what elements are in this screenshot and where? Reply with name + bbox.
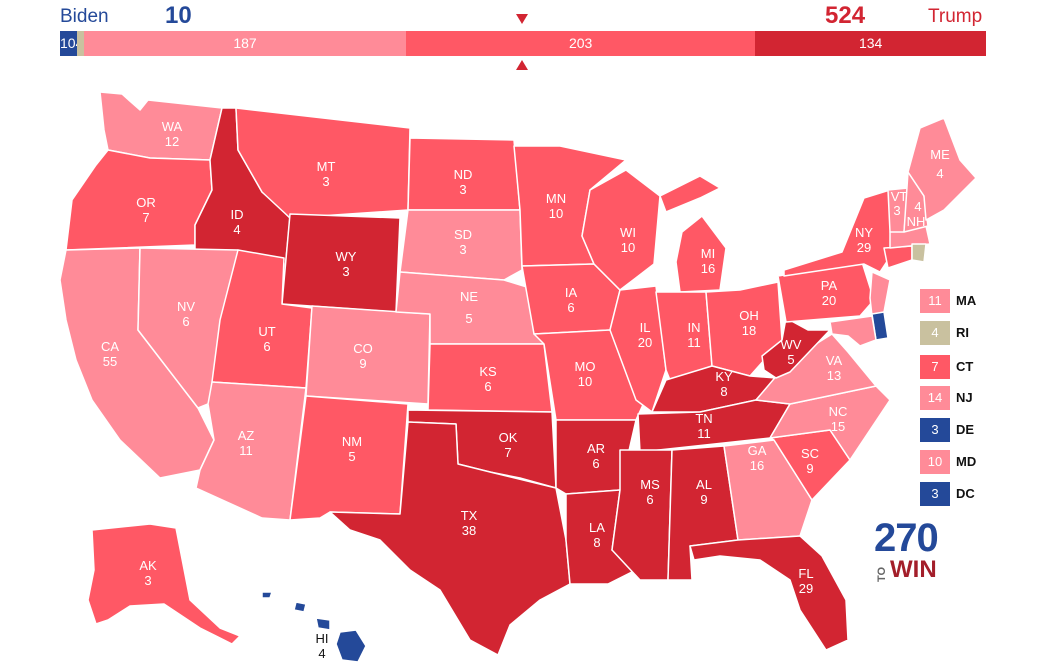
state-NJ[interactable] (869, 271, 891, 317)
label-AZ: AZ 11 (238, 428, 255, 458)
dem-candidate-name: Biden (60, 6, 109, 27)
gop-candidate-name: Trump (928, 6, 983, 27)
logo-number: 270 (874, 516, 939, 560)
small-state-name: MA (956, 293, 977, 308)
label-TX: TX 38 (461, 508, 478, 538)
state-labels: WA 12 OR 7 CA 55 ID 4 NV 6 MT 3 WY 3 UT 6 AZ 11 C… (101, 119, 950, 661)
state-NY[interactable] (783, 189, 897, 277)
state-MD[interactable] (829, 315, 877, 347)
label-WI: WI 10 (620, 225, 636, 255)
state-RI[interactable] (911, 243, 927, 263)
small-state-box-ev[interactable]: 3 (920, 482, 950, 506)
label-AL: AL 9 (696, 477, 712, 507)
ev-bar-segment-tossup[interactable] (77, 31, 85, 56)
label-LA: LA 8 (589, 520, 605, 550)
state-FL[interactable] (689, 535, 849, 651)
small-state-box-ev[interactable]: 10 (920, 450, 950, 474)
ev-bar-segment-safe-gop[interactable]: 134 (755, 31, 986, 56)
label-OH: OH 18 (739, 308, 759, 338)
state-MI[interactable] (659, 175, 727, 293)
270towin-logo[interactable]: 270 TO WIN (872, 518, 952, 584)
ev-bar-segment-lean-gop[interactable]: 187 (84, 31, 406, 56)
label-NH: NH (907, 214, 926, 229)
label-WA: WA 12 (162, 119, 183, 149)
label-SC: SC 9 (801, 446, 819, 476)
label-MN: MN 10 (546, 191, 566, 221)
label-NM: NM 5 (342, 434, 362, 464)
label-KY: KY 8 (715, 369, 733, 399)
label-NH-ev: 4 (914, 199, 921, 214)
logo-to: TO (876, 566, 888, 582)
label-NE: NE 5 (460, 289, 478, 326)
majority-marker-top-icon (516, 14, 528, 24)
logo-win: WIN (890, 556, 937, 583)
small-state-name: DE (956, 422, 975, 437)
gop-electoral-votes: 524 (825, 2, 866, 29)
label-SD: SD 3 (454, 227, 472, 257)
majority-marker-bottom-icon (516, 60, 528, 70)
label-ND: ND 3 (454, 167, 473, 197)
state-CT[interactable] (883, 245, 913, 269)
label-MT: MT 3 (317, 159, 336, 189)
label-WV: WV 5 (781, 337, 802, 367)
state-SD[interactable] (399, 209, 523, 281)
small-state-name: CT (956, 359, 974, 374)
label-ME: ME 4 (930, 147, 950, 181)
electoral-vote-bar: 104 187 203 134 (60, 31, 986, 56)
label-GA: GA 16 (748, 443, 767, 473)
label-MS: MS 6 (640, 477, 660, 507)
state-GA[interactable] (723, 439, 813, 541)
state-ME[interactable] (907, 117, 977, 221)
label-WY: WY 3 (336, 249, 357, 279)
label-TN: TN 11 (695, 411, 712, 441)
label-IA: IA 6 (565, 285, 578, 315)
ev-bar-segment-likely-gop[interactable]: 203 (405, 31, 756, 56)
label-MI: MI 16 (701, 246, 715, 276)
small-state-box-ev[interactable]: 4 (920, 321, 950, 345)
label-MO: MO 10 (575, 359, 596, 389)
small-state-name: NJ (956, 390, 973, 405)
small-state-name: MD (956, 454, 977, 469)
label-OK: OK 7 (499, 430, 518, 460)
label-HI: HI 4 (316, 631, 329, 661)
label-IL: IL 20 (638, 320, 652, 350)
label-VA: VA 13 (826, 353, 843, 383)
label-AR: AR 6 (587, 441, 605, 471)
label-PA: PA 20 (821, 278, 838, 308)
small-state-box-ev[interactable]: 14 (920, 386, 950, 410)
label-KS: KS 6 (479, 364, 497, 394)
label-NC: NC 15 (829, 404, 848, 434)
small-state-box-ev[interactable]: 7 (920, 355, 950, 379)
small-state-box-ev[interactable]: 11 (920, 289, 950, 313)
small-state-name: DC (956, 486, 975, 501)
label-NV: NV 6 (177, 299, 195, 329)
state-TX[interactable] (329, 421, 571, 656)
label-AK: AK 3 (139, 558, 157, 588)
small-state-box-ev[interactable]: 3 (920, 418, 950, 442)
state-HI[interactable] (261, 591, 367, 663)
label-IN: IN 11 (687, 320, 701, 350)
label-ID: ID 4 (231, 207, 244, 237)
label-OR: OR 7 (136, 195, 156, 225)
label-VT: VT 3 (891, 189, 908, 218)
dem-electoral-votes: 10 (165, 2, 192, 29)
state-MS[interactable] (611, 449, 673, 581)
label-CO: CO 9 (353, 341, 373, 371)
label-CA: CA 55 (101, 339, 119, 369)
label-UT: UT 6 (258, 324, 275, 354)
state-AK[interactable] (87, 523, 241, 645)
state-WV[interactable] (761, 317, 831, 379)
state-WI[interactable] (581, 169, 661, 291)
label-NY: NY 29 (855, 225, 873, 255)
small-state-name: RI (956, 325, 969, 340)
label-FL: FL 29 (798, 566, 813, 596)
